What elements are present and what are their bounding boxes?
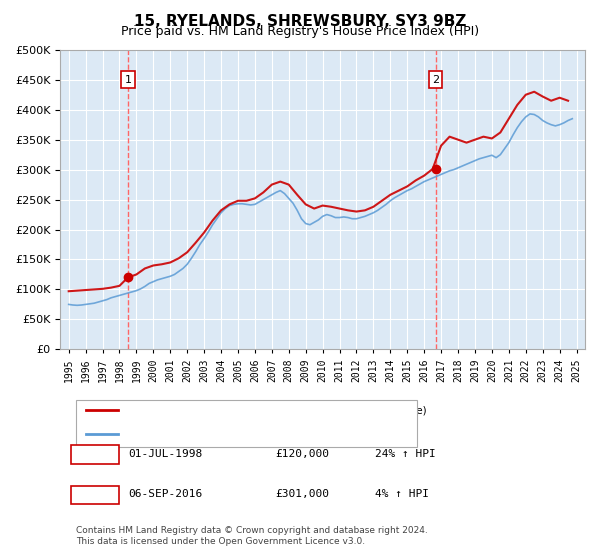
FancyBboxPatch shape — [71, 445, 119, 464]
Text: 2: 2 — [432, 74, 439, 85]
FancyBboxPatch shape — [76, 400, 417, 447]
Text: 2: 2 — [91, 488, 99, 501]
Text: Contains HM Land Registry data © Crown copyright and database right 2024.
This d: Contains HM Land Registry data © Crown c… — [76, 526, 428, 545]
Text: 15, RYELANDS, SHREWSBURY, SY3 9BZ: 15, RYELANDS, SHREWSBURY, SY3 9BZ — [134, 14, 466, 29]
Text: 4% ↑ HPI: 4% ↑ HPI — [375, 489, 429, 500]
FancyBboxPatch shape — [71, 486, 119, 505]
Text: 01-JUL-1998: 01-JUL-1998 — [128, 449, 203, 459]
Text: Price paid vs. HM Land Registry's House Price Index (HPI): Price paid vs. HM Land Registry's House … — [121, 25, 479, 38]
Text: 1: 1 — [124, 74, 131, 85]
Text: 1: 1 — [91, 447, 99, 460]
Text: 06-SEP-2016: 06-SEP-2016 — [128, 489, 203, 500]
Text: £120,000: £120,000 — [275, 449, 329, 459]
Text: HPI: Average price, detached house, Shropshire: HPI: Average price, detached house, Shro… — [128, 428, 377, 438]
Text: 15, RYELANDS, SHREWSBURY, SY3 9BZ (detached house): 15, RYELANDS, SHREWSBURY, SY3 9BZ (detac… — [128, 405, 427, 415]
Text: £301,000: £301,000 — [275, 489, 329, 500]
Text: 24% ↑ HPI: 24% ↑ HPI — [375, 449, 436, 459]
